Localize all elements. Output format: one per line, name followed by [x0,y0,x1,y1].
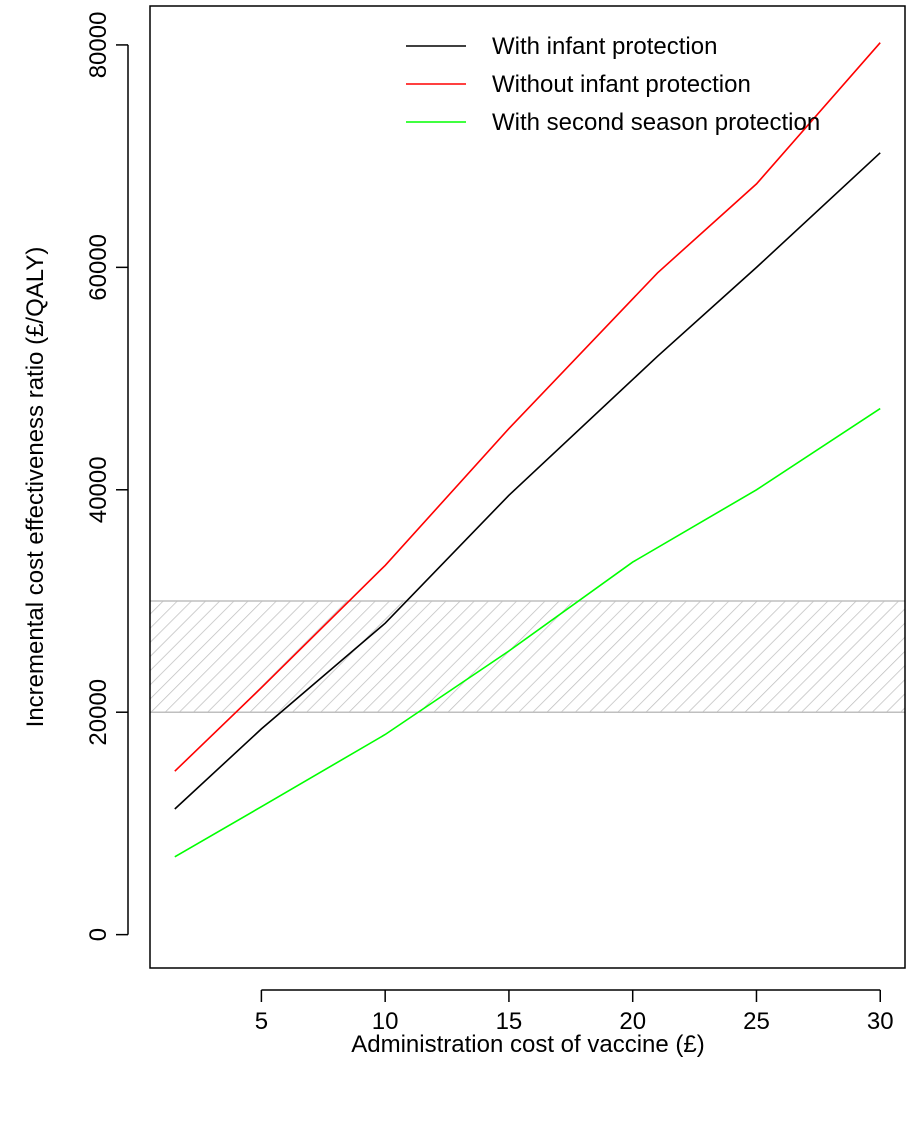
x-tick-label: 25 [743,1008,770,1035]
series-line-2 [174,42,881,772]
x-tick-label: 10 [372,1008,399,1035]
y-axis: 0 20000 40000 60000 80000 [85,12,129,941]
y-tick-label: 60000 [85,234,112,301]
series-line-1 [174,152,881,810]
series-line-3 [174,407,881,858]
x-tick-label: 15 [496,1008,523,1035]
band-hatch [150,600,905,713]
y-axis-title: Incremental cost effectiveness ratio (£/… [22,247,49,728]
legend-label-2: Without infant protection [492,71,751,98]
y-tick-label: 80000 [85,12,112,79]
y-tick-label: 20000 [85,679,112,746]
series-lines [174,42,881,858]
plot-background [150,6,905,968]
legend-label-1: With infant protection [492,33,717,60]
legend-label-3: With second season protection [492,109,820,136]
plot-frame [149,5,906,969]
y-tick-label: 40000 [85,456,112,523]
y-tick-label: 0 [85,928,112,941]
x-axis: 5 10 15 20 25 30 [255,989,894,1035]
x-tick-label: 20 [619,1008,646,1035]
x-axis-title: Administration cost of vaccine (£) [351,1031,704,1058]
x-tick-label: 5 [255,1008,268,1035]
legend: With infant protection Without infant pro… [406,33,820,136]
threshold-band [150,600,905,713]
x-tick-label: 30 [867,1008,894,1035]
